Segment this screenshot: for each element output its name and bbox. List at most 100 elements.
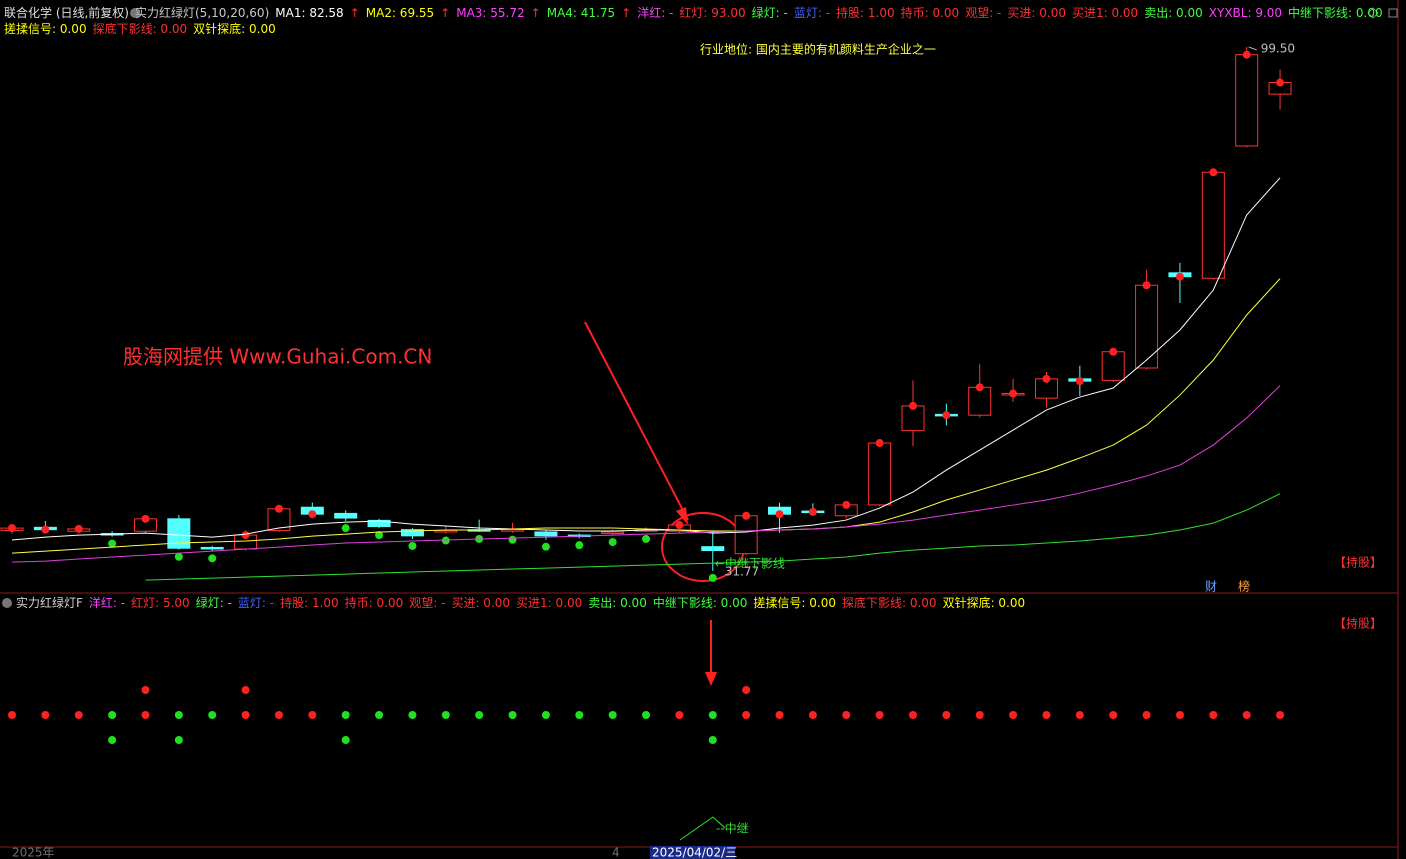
light-dot (608, 711, 617, 719)
indicator-item: 卖出: 0.00 (588, 596, 647, 610)
pointer-arrow-head (676, 507, 688, 525)
light-dot (708, 736, 717, 744)
indicator-item: 搓揉信号: 0.00 (753, 596, 836, 610)
header-item: 绿灯: - (751, 6, 788, 20)
light-dot (174, 711, 183, 719)
candle-body (334, 512, 358, 519)
light-dot (141, 711, 150, 719)
indicator-item: 买进1: 0.00 (516, 596, 583, 610)
header-item: XYXBL: 9.00 (1208, 6, 1283, 20)
light-dot (341, 736, 350, 744)
relay-marker (679, 816, 726, 841)
signal-dot (208, 554, 217, 563)
header-item: 搓揉信号: 0.00 (4, 22, 87, 36)
indicator-item: 绿灯: - (195, 596, 232, 610)
light-dot (775, 711, 784, 719)
candle-body (734, 515, 758, 555)
light-dot (642, 711, 651, 719)
signal-dot (41, 525, 50, 534)
signal-dot (1142, 281, 1151, 290)
signal-dot (1209, 168, 1218, 177)
indicator-item: 蓝灯: - (237, 596, 275, 610)
signal-dot (8, 524, 16, 533)
candle-body (167, 518, 191, 549)
light-dot (174, 736, 183, 744)
light-dot (908, 711, 917, 719)
header-item: 实力红绿灯(5,10,20,60) (135, 6, 270, 20)
indicator-item: 持币: 0.00 (344, 596, 404, 610)
signal-dot (508, 535, 517, 544)
signal-dot (108, 539, 117, 548)
light-dot (208, 711, 217, 719)
indicator-header: 实力红绿灯F 洋红: - 红灯: 5.00 绿灯: - 蓝灯: - 持股: 1.00 持币:… (16, 595, 1031, 611)
header-item: 持股: 1.00 (836, 6, 895, 20)
light-dot (408, 711, 417, 719)
indicator-item: 洋红: - (88, 596, 126, 610)
candle-body (601, 531, 625, 535)
light-dot (975, 711, 984, 719)
rank-icon[interactable]: 榜 (1238, 579, 1250, 594)
light-dot (1009, 711, 1018, 719)
signal-dot (975, 383, 984, 392)
signal-dot (1042, 374, 1051, 383)
indicator-item: 持股: 1.00 (280, 596, 339, 610)
header-item: 联合化学 (日线,前复权) (4, 6, 129, 20)
header-item: ↑ (349, 6, 360, 20)
signal-dot (1175, 272, 1184, 281)
indicator-menu-icon[interactable] (2, 598, 12, 608)
light-dot (41, 711, 50, 719)
indicator-item: 观望: - (409, 596, 446, 610)
light-dot (541, 711, 550, 719)
signal-dot (341, 524, 350, 533)
light-dot (8, 711, 16, 719)
signal-dot (408, 541, 417, 550)
finance-icon[interactable]: 财 (1205, 580, 1217, 594)
indicator-item: 探底下影线: 0.00 (841, 596, 937, 610)
signal-dot (241, 531, 250, 540)
signal-dot (141, 514, 150, 523)
signal-dot (908, 401, 917, 410)
signal-dot (74, 524, 83, 533)
header-item: ↑ (621, 6, 632, 20)
high-label: 99.50 (1261, 41, 1295, 55)
signal-dot (675, 521, 684, 530)
signal-dot (174, 552, 183, 561)
signal-dot (1075, 377, 1084, 386)
light-dot (875, 711, 884, 719)
signal-dot (875, 439, 884, 448)
signal-dot (708, 573, 717, 582)
light-dot (375, 711, 384, 719)
candle-body (1135, 284, 1159, 369)
candle-body (1201, 171, 1225, 279)
signal-dot (942, 411, 951, 420)
light-dot (1242, 711, 1251, 719)
light-dot (842, 711, 851, 719)
indicator-item: 买进: 0.00 (451, 596, 511, 610)
signal-dot (274, 504, 283, 513)
ma-line (11, 177, 1281, 541)
indicator-title: 实力红绿灯F (16, 596, 83, 610)
header-item: 观望: - (965, 6, 1002, 20)
x-tick-label: 2025/04/02/三 (652, 846, 737, 859)
light-dot (1109, 711, 1118, 719)
x-axis-label: 4 (612, 846, 620, 859)
signal-dot (1276, 78, 1285, 87)
header-item: 买进: 0.00 (1007, 6, 1066, 20)
window-icons[interactable] (1367, 7, 1398, 19)
signal-dot (1009, 389, 1018, 398)
header-item: 蓝灯: - (793, 6, 831, 20)
signal-dot (775, 510, 784, 519)
candle-body (701, 546, 725, 552)
header-item: 买进1: 0.00 (1071, 6, 1139, 20)
light-dot (108, 736, 117, 744)
candle-body (200, 546, 224, 550)
indicator-menu-icon[interactable] (130, 8, 140, 18)
indicator-item: 双针探底: 0.00 (942, 596, 1026, 610)
light-dot (475, 711, 484, 719)
light-dot (341, 711, 350, 719)
header-item: MA3: 55.72 (456, 6, 525, 20)
light-dot (1142, 711, 1151, 719)
header-item: 红灯: 93.00 (679, 6, 746, 20)
